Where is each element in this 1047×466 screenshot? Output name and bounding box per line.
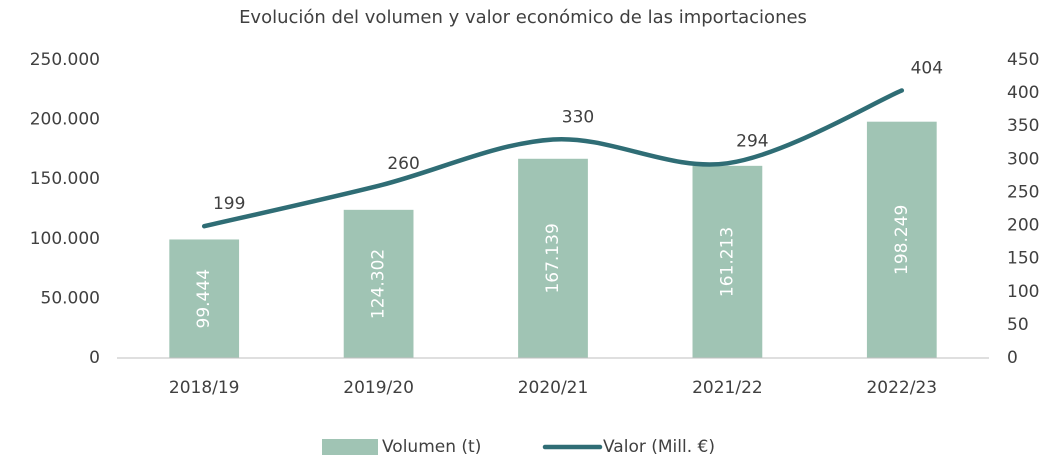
bar (518, 158, 588, 358)
y-tick-label: 0 (89, 348, 100, 368)
bar-value-label: 198.249 (892, 205, 912, 275)
y2-tick-label: 100 (1007, 282, 1039, 302)
bar (343, 209, 414, 358)
legend-label: Valor (Mill. €) (603, 437, 715, 457)
y-tick-label: 150.000 (30, 169, 100, 189)
bar-value-label: 124.302 (369, 249, 389, 319)
bar-value-label: 161.213 (717, 227, 737, 297)
x-tick-label: 2018/19 (169, 378, 240, 398)
bar-value-label: 99.444 (194, 269, 214, 328)
legend-swatch (322, 439, 378, 455)
line-value-label: 330 (562, 107, 594, 127)
y2-tick-label: 300 (1007, 149, 1039, 169)
y2-tick-label: 400 (1007, 83, 1039, 103)
y2-tick-label: 250 (1007, 182, 1039, 202)
line-value-label: 199 (213, 194, 245, 214)
chart-title: Evolución del volumen y valor económico … (239, 7, 807, 28)
y-tick-label: 250.000 (30, 50, 100, 70)
x-tick-label: 2022/23 (866, 378, 937, 398)
legend-label: Volumen (t) (382, 437, 481, 457)
line (201, 88, 905, 229)
bar (169, 239, 240, 358)
x-tick-label: 2020/21 (518, 378, 589, 398)
y2-tick-label: 350 (1007, 116, 1039, 136)
bar (692, 165, 763, 358)
y2-tick-label: 450 (1007, 50, 1039, 70)
line-value-label: 404 (911, 58, 943, 78)
x-tick-label: 2021/22 (692, 378, 763, 398)
y2-tick-label: 0 (1007, 348, 1018, 368)
y-tick-label: 50.000 (41, 288, 100, 308)
y2-tick-label: 200 (1007, 216, 1039, 236)
line-value-label: 294 (736, 131, 768, 151)
bar-value-label: 167.139 (543, 223, 563, 293)
line-value-label: 260 (387, 154, 419, 174)
x-tick-label: 2019/20 (343, 378, 414, 398)
y-tick-label: 100.000 (30, 229, 100, 249)
y2-tick-label: 50 (1007, 315, 1029, 335)
y2-tick-label: 150 (1007, 249, 1039, 269)
bar (866, 121, 937, 358)
y-tick-label: 200.000 (30, 110, 100, 130)
